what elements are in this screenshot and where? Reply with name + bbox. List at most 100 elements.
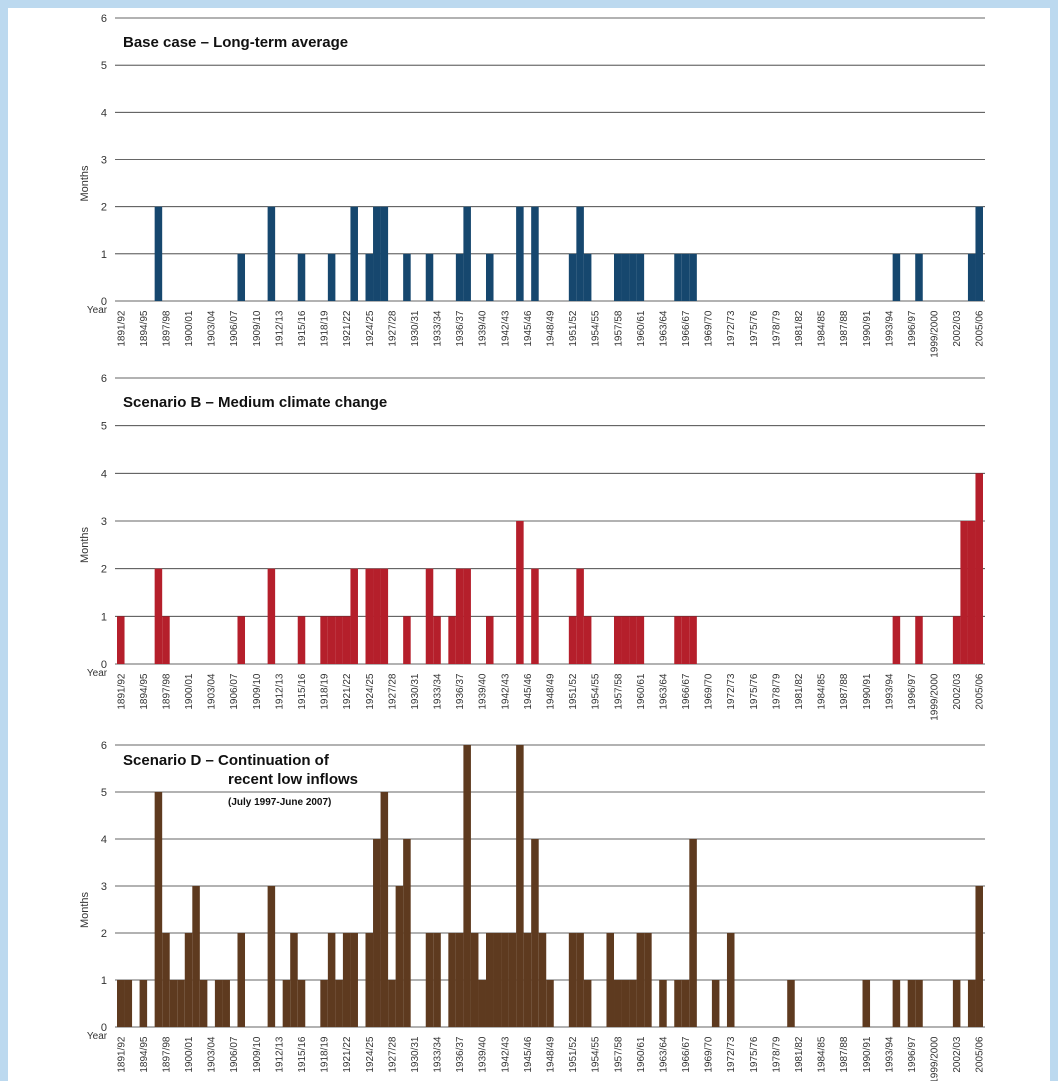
bar (689, 253, 697, 301)
x-axis-label: Year (87, 1031, 108, 1042)
bar (636, 933, 645, 1027)
x-tick-label: 1972/73 (726, 310, 737, 347)
bar (614, 980, 622, 1027)
x-tick-label: 2005/06 (975, 310, 986, 347)
bar (350, 568, 358, 664)
x-axis-label: Year (87, 668, 108, 679)
x-tick-label: 1930/31 (410, 310, 421, 347)
bar (267, 886, 276, 1027)
x-tick-label: 1957/58 (613, 310, 624, 347)
bar (365, 933, 374, 1027)
x-tick-label: 1969/70 (704, 310, 715, 347)
x-tick-label: 1894/95 (139, 673, 150, 710)
x-tick-label: 1978/79 (771, 673, 782, 710)
bar (237, 616, 246, 664)
bar (538, 933, 547, 1027)
x-tick-label: 1891/92 (116, 1036, 127, 1073)
bar (787, 980, 795, 1027)
bar (267, 206, 276, 301)
x-tick-label: 2002/03 (952, 1036, 963, 1073)
x-tick-label: 1915/16 (297, 673, 308, 710)
x-tick-label: 1954/55 (591, 1036, 602, 1073)
bar (380, 568, 389, 664)
x-tick-label: 1978/79 (771, 1036, 782, 1073)
x-tick-label: 1984/85 (817, 673, 828, 710)
bar (117, 980, 125, 1027)
x-tick-label: 2005/06 (975, 1036, 986, 1073)
x-tick-label: 1975/76 (749, 673, 760, 710)
chart-title: recent low inflows (228, 771, 358, 788)
bar (162, 616, 170, 664)
x-tick-label: 1927/28 (387, 310, 398, 347)
bar (350, 206, 358, 301)
bar (892, 980, 901, 1027)
x-tick-label: 1999/2000 (930, 310, 941, 358)
x-tick-label: 1900/01 (184, 673, 195, 710)
bar (583, 253, 592, 301)
x-tick-label: 1987/88 (839, 1036, 850, 1073)
bar (365, 568, 374, 664)
x-tick-label: 1933/34 (433, 1036, 444, 1073)
x-tick-label: 1987/88 (839, 673, 850, 710)
y-axis-label: Months (79, 526, 91, 563)
x-tick-label: 2002/03 (952, 310, 963, 347)
y-tick-label: 3 (101, 516, 107, 528)
chart-title: Scenario D – Continuation of (123, 752, 330, 769)
bar (975, 473, 983, 664)
bar (448, 933, 456, 1027)
x-tick-label: 1999/2000 (930, 673, 941, 721)
x-tick-label: 1960/61 (636, 310, 647, 347)
bar (568, 253, 577, 301)
x-tick-label: 1945/46 (523, 673, 534, 710)
bar (516, 521, 524, 664)
x-tick-label: 1927/28 (387, 673, 398, 710)
bar (154, 568, 163, 664)
y-tick-label: 0 (101, 296, 107, 308)
y-tick-label: 6 (101, 740, 107, 752)
x-tick-label: 1981/82 (794, 673, 805, 710)
bar (674, 616, 682, 664)
bar (501, 933, 509, 1027)
bar (644, 933, 652, 1027)
y-tick-label: 3 (101, 155, 107, 167)
x-tick-label: 1918/19 (320, 1036, 331, 1073)
bar (681, 616, 690, 664)
chart-title: Scenario B – Medium climate change (123, 394, 387, 411)
x-tick-label: 1993/94 (884, 310, 895, 347)
x-tick-label: 1933/34 (433, 673, 444, 710)
chart-subtitle: (July 1997-June 2007) (228, 797, 331, 808)
bar (915, 980, 923, 1027)
y-tick-label: 1 (101, 249, 107, 261)
x-tick-label: 1909/10 (252, 310, 263, 347)
x-tick-label: 1945/46 (523, 1036, 534, 1073)
x-tick-label: 1951/52 (568, 673, 579, 710)
bar (975, 886, 983, 1027)
bar (614, 253, 622, 301)
bar (320, 980, 328, 1027)
bar (681, 253, 690, 301)
bar (335, 980, 343, 1027)
x-tick-label: 1981/82 (794, 1036, 805, 1073)
bar (470, 933, 479, 1027)
x-tick-label: 1924/25 (365, 673, 376, 710)
x-tick-label: 1918/19 (320, 673, 331, 710)
bar (177, 980, 185, 1027)
bar (952, 616, 961, 664)
x-tick-label: 1933/34 (433, 310, 444, 347)
bar (531, 568, 539, 664)
x-axis-label: Year (87, 305, 108, 316)
bar (621, 616, 630, 664)
bar (636, 253, 645, 301)
bar (327, 933, 336, 1027)
bar (433, 933, 441, 1027)
x-tick-label: 1963/64 (658, 310, 669, 347)
bar (583, 980, 592, 1027)
bar (373, 206, 381, 301)
x-tick-label: 1939/40 (478, 673, 489, 710)
bar (508, 933, 517, 1027)
y-tick-label: 6 (101, 373, 107, 385)
y-tick-label: 4 (101, 107, 107, 119)
bar (222, 980, 230, 1027)
bar (614, 616, 622, 664)
